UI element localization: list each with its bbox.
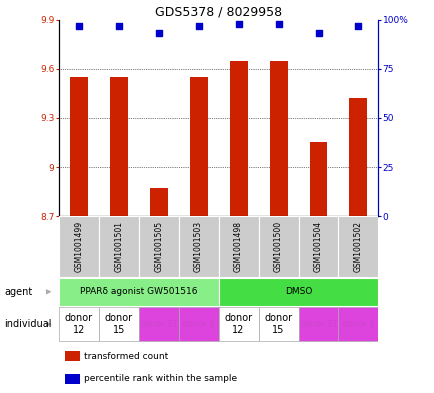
Bar: [298, 216, 338, 277]
Text: individual: individual: [4, 319, 52, 329]
Text: GSM1001501: GSM1001501: [114, 221, 123, 272]
Text: GSM1001498: GSM1001498: [233, 221, 243, 272]
Text: GSM1001505: GSM1001505: [154, 221, 163, 272]
Text: donor 31: donor 31: [139, 320, 177, 329]
Title: GDS5378 / 8029958: GDS5378 / 8029958: [155, 6, 282, 18]
Bar: [218, 216, 258, 277]
Point: [155, 30, 162, 37]
Bar: [59, 277, 218, 306]
Bar: [99, 307, 138, 341]
Bar: [138, 216, 178, 277]
Text: GSM1001504: GSM1001504: [313, 221, 322, 272]
Bar: [149, 188, 167, 216]
Bar: [178, 307, 218, 341]
Text: DMSO: DMSO: [284, 287, 312, 296]
Text: donor 8: donor 8: [342, 320, 374, 329]
Text: GSM1001503: GSM1001503: [194, 221, 203, 272]
Text: donor 31: donor 31: [299, 320, 337, 329]
Bar: [59, 216, 99, 277]
Bar: [258, 216, 298, 277]
Text: donor
15: donor 15: [104, 314, 132, 335]
Point: [234, 20, 241, 27]
Bar: [349, 98, 367, 216]
Point: [354, 22, 361, 29]
Bar: [338, 216, 378, 277]
Bar: [69, 77, 88, 216]
Bar: [309, 142, 327, 216]
Bar: [99, 216, 138, 277]
Text: agent: agent: [4, 287, 33, 297]
Point: [195, 22, 202, 29]
Text: PPARδ agonist GW501516: PPARδ agonist GW501516: [80, 287, 197, 296]
Point: [75, 22, 82, 29]
Bar: [269, 61, 287, 216]
Bar: [298, 307, 338, 341]
Point: [274, 20, 281, 27]
Bar: [178, 216, 218, 277]
Bar: [218, 277, 378, 306]
Bar: [218, 307, 258, 341]
Bar: [258, 307, 298, 341]
Text: donor 8: donor 8: [182, 320, 214, 329]
Text: donor
12: donor 12: [224, 314, 252, 335]
Text: GSM1001499: GSM1001499: [74, 221, 83, 272]
Text: donor
15: donor 15: [264, 314, 292, 335]
Bar: [229, 61, 247, 216]
Text: GSM1001502: GSM1001502: [353, 221, 362, 272]
Text: transformed count: transformed count: [84, 352, 168, 361]
Text: donor
12: donor 12: [65, 314, 92, 335]
Point: [314, 30, 321, 37]
Bar: [338, 307, 378, 341]
Bar: [65, 374, 79, 384]
Point: [115, 22, 122, 29]
Bar: [109, 77, 127, 216]
Bar: [138, 307, 178, 341]
Bar: [65, 351, 79, 361]
Text: GSM1001500: GSM1001500: [273, 221, 283, 272]
Text: percentile rank within the sample: percentile rank within the sample: [84, 374, 237, 383]
Bar: [59, 307, 99, 341]
Bar: [189, 77, 207, 216]
